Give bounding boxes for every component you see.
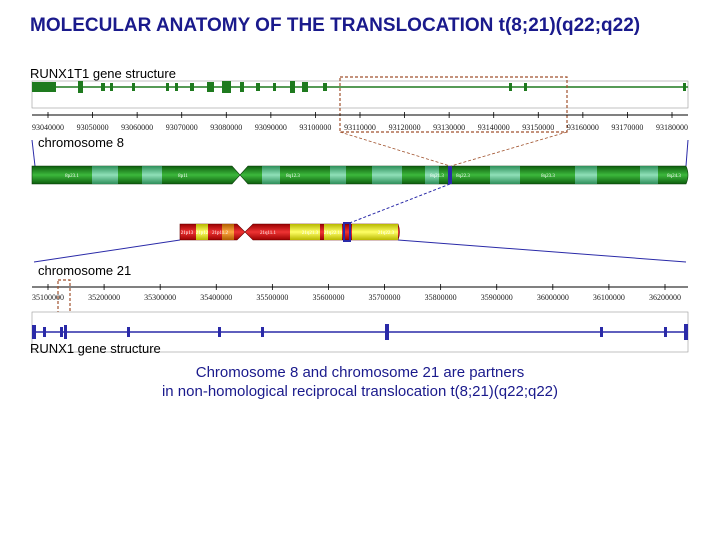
chr8-band-label: 8q24.3 <box>667 174 681 179</box>
chr8-band-label: 8q23.3 <box>541 174 555 179</box>
top-ruler-label: 93130000 <box>433 123 465 132</box>
runx1-label: RUNX1 gene structure <box>30 341 161 356</box>
top-ruler-label: 93070000 <box>166 123 198 132</box>
chr21-band-label: 21q22.11 <box>324 231 343 236</box>
chr21-band-label: 21p13 <box>181 231 194 236</box>
bottom-ruler-label: 35900000 <box>481 293 513 302</box>
top-ruler-label: 93040000 <box>32 123 64 132</box>
caption-line-2: in non-homological reciprocal translocat… <box>161 383 559 400</box>
bottom-ruler-label: 36000000 <box>537 293 569 302</box>
runx1t1-gene-track: 93040000 93050000 93060000 93070000 93080000… <box>31 76 689 133</box>
bottom-ruler-label: 36100000 <box>593 293 625 302</box>
top-ruler-label: 93060000 <box>121 123 153 132</box>
runx1-exons <box>32 324 688 340</box>
bottom-ruler-label: 35500000 <box>256 293 288 302</box>
chr8-p-arm <box>31 165 241 185</box>
chr8-band-label: 8q22.3 <box>456 174 470 179</box>
bottom-ruler-label: 35800000 <box>425 293 457 302</box>
top-ruler-label: 93120000 <box>389 123 421 132</box>
chr8-breakpoint-marker <box>448 166 452 184</box>
bottom-ruler-label: 35200000 <box>88 293 120 302</box>
chr8-band-label: 8p11 <box>178 174 188 179</box>
translocation-links <box>339 131 568 225</box>
top-ruler-label: 93090000 <box>255 123 287 132</box>
chromosome-8-label: chromosome 8 <box>38 135 124 150</box>
top-ruler-label: 93180000 <box>656 123 688 132</box>
runx1t1-label: RUNX1T1 gene structure <box>30 66 176 81</box>
bottom-ruler-label: 35600000 <box>312 293 344 302</box>
chr21-breakpoint-marker <box>343 222 351 242</box>
caption: Chromosome 8 and chromosome 21 are partn… <box>0 363 720 401</box>
chromosome-21-label: chromosome 21 <box>38 263 132 278</box>
chr8-band-label: 8q12.3 <box>286 174 300 179</box>
chr8-band-label: 8p23.1 <box>65 174 79 179</box>
chromosome-21-ideogram: 21p13 21p12 21p11.2 21q11.1 21q21.3 21q22.11 2… <box>33 222 687 263</box>
bottom-ruler-label: 35300000 <box>144 293 176 302</box>
top-ruler-label: 93170000 <box>611 123 643 132</box>
chr21-band-label: 21q11.1 <box>260 231 277 236</box>
top-ruler-label: 93140000 <box>478 123 510 132</box>
runx1t1-exons <box>32 81 686 93</box>
bottom-ruler-label: 35100000 <box>32 293 64 302</box>
chr8-band-label: 8q21.3 <box>430 174 444 179</box>
caption-line-1: Chromosome 8 and chromosome 21 are partn… <box>195 364 525 381</box>
top-ruler-label: 93100000 <box>299 123 331 132</box>
bottom-ruler-label: 35400000 <box>200 293 232 302</box>
highlight-box-top <box>339 76 568 133</box>
top-ruler: 93040000 93050000 93060000 93070000 93080000… <box>32 112 688 132</box>
top-ruler-label: 93160000 <box>567 123 599 132</box>
bottom-ruler-label: 36200000 <box>649 293 681 302</box>
top-ruler-label: 93080000 <box>210 123 242 132</box>
chr8-band-labels: 8p23.1 8p11 8q12.3 8q21.3 8q22.3 8q23.3 8q24.3 <box>65 174 681 179</box>
top-ruler-label: 93050000 <box>77 123 109 132</box>
top-ruler-label: 93150000 <box>522 123 554 132</box>
top-ruler-label: 93110000 <box>344 123 376 132</box>
gene-track-frame <box>31 80 689 109</box>
bottom-ruler: 35100000 35200000 35300000 35400000 35500000… <box>32 284 681 302</box>
chromosome-8-ideogram: 8p23.1 8p11 8q12.3 8q21.3 8q22.3 8q23.3 8q24.3 <box>31 139 689 185</box>
chr21-band-label: 21q22.3 <box>378 231 395 236</box>
chr21-band-labels: 21p13 21p12 21p11.2 21q11.1 21q21.3 21q22.11 2… <box>181 231 395 236</box>
page-title: MOLECULAR ANATOMY OF THE TRANSLOCATION t… <box>30 15 641 36</box>
chr21-band-label: 21q21.3 <box>302 231 319 236</box>
chr21-band-label: 21p11.2 <box>212 231 229 236</box>
chr21-band-label: 21p12 <box>196 231 209 236</box>
runx1-gene-track: 35100000 35200000 35300000 35400000 35500000… <box>31 279 689 353</box>
bottom-ruler-label: 35700000 <box>369 293 401 302</box>
chr8-light-bands <box>92 166 658 184</box>
